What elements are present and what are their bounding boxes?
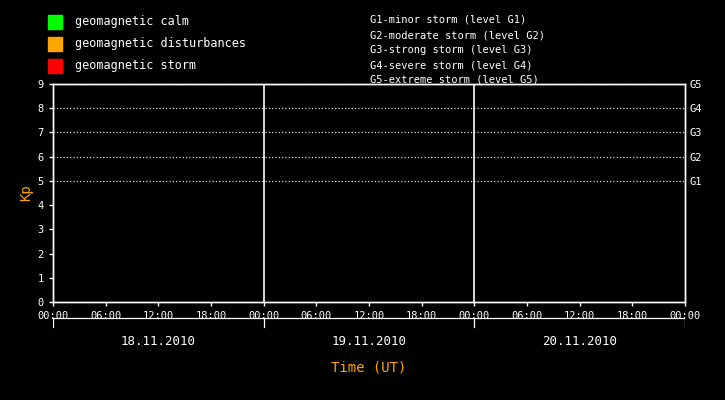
Text: 18.11.2010: 18.11.2010 [121, 335, 196, 348]
Y-axis label: Kp: Kp [20, 185, 33, 201]
Text: geomagnetic calm: geomagnetic calm [75, 16, 189, 28]
Text: G4-severe storm (level G4): G4-severe storm (level G4) [370, 60, 532, 70]
Text: geomagnetic storm: geomagnetic storm [75, 60, 196, 72]
Text: geomagnetic disturbances: geomagnetic disturbances [75, 38, 246, 50]
Text: 19.11.2010: 19.11.2010 [331, 335, 407, 348]
Text: G3-strong storm (level G3): G3-strong storm (level G3) [370, 45, 532, 55]
Text: G5-extreme storm (level G5): G5-extreme storm (level G5) [370, 75, 539, 85]
Text: G2-moderate storm (level G2): G2-moderate storm (level G2) [370, 30, 545, 40]
Text: G1-minor storm (level G1): G1-minor storm (level G1) [370, 15, 526, 25]
Text: Time (UT): Time (UT) [331, 360, 407, 374]
Text: 20.11.2010: 20.11.2010 [542, 335, 617, 348]
